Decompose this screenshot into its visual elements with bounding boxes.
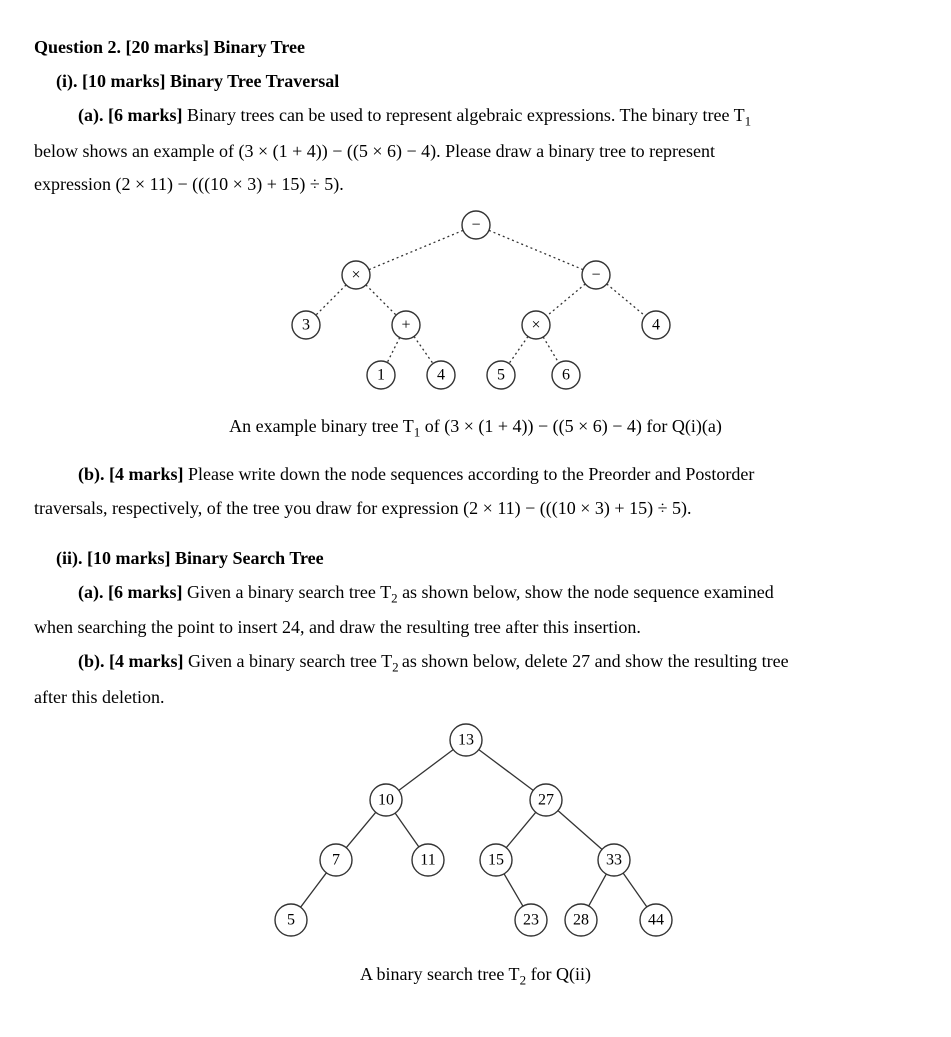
- i-a-lead: (a). [6 marks]: [78, 105, 187, 125]
- tree1-caption-b: of (3 × (1 + 4)) − ((5 × 6) − 4) for Q(i…: [420, 416, 722, 436]
- svg-text:28: 28: [573, 911, 589, 928]
- svg-text:13: 13: [458, 731, 474, 748]
- svg-text:6: 6: [562, 367, 570, 384]
- svg-text:27: 27: [538, 791, 554, 808]
- svg-text:5: 5: [287, 911, 295, 928]
- part-ii-title: (ii). [10 marks] Binary Search Tree: [34, 545, 917, 573]
- i-a-line1-sub: 1: [745, 113, 752, 128]
- i-b-line1-rest: Please write down the node sequences acc…: [188, 464, 754, 484]
- tree2-caption: A binary search tree T2 for Q(ii): [34, 961, 917, 991]
- i-b-line2: traversals, respectively, of the tree yo…: [34, 495, 917, 523]
- ii-a-line2: when searching the point to insert 24, a…: [34, 614, 917, 642]
- svg-text:10: 10: [378, 791, 394, 808]
- ii-a-lead: (a). [6 marks]: [78, 582, 187, 602]
- ii-b-lead: (b). [4 marks]: [78, 651, 188, 671]
- svg-text:11: 11: [420, 851, 435, 868]
- ii-a-line1-rest-b: as shown below, show the node sequence e…: [398, 582, 774, 602]
- svg-text:4: 4: [652, 317, 660, 334]
- svg-text:23: 23: [523, 911, 539, 928]
- svg-text:1: 1: [377, 367, 385, 384]
- expression-tree-diagram: − × − 3 + × 4 1 4 5 6: [216, 205, 736, 405]
- svg-text:×: ×: [531, 317, 540, 334]
- ii-b-line1-sub: 2: [392, 660, 402, 675]
- svg-text:−: −: [471, 217, 480, 234]
- svg-text:3: 3: [302, 317, 310, 334]
- svg-text:7: 7: [332, 851, 340, 868]
- i-b-line1: (b). [4 marks] Please write down the nod…: [34, 461, 917, 489]
- bst-diagram: 13 10 27 7 11 15 33 5 23 28 44: [236, 718, 716, 953]
- tree2-caption-a: A binary search tree T: [360, 964, 520, 984]
- svg-text:+: +: [401, 317, 410, 334]
- svg-text:4: 4: [437, 367, 445, 384]
- i-a-line1: (a). [6 marks] Binary trees can be used …: [34, 102, 917, 132]
- ii-a-line1: (a). [6 marks] Given a binary search tre…: [34, 579, 917, 609]
- ii-b-line2: after this deletion.: [34, 684, 917, 712]
- ii-b-line1: (b). [4 marks] Given a binary search tre…: [34, 648, 917, 678]
- svg-text:−: −: [591, 267, 600, 284]
- svg-text:33: 33: [606, 851, 622, 868]
- ii-a-line1-rest-a: Given a binary search tree T: [187, 582, 391, 602]
- question-title: Question 2. [20 marks] Binary Tree: [34, 34, 917, 62]
- svg-text:15: 15: [488, 851, 504, 868]
- tree2-caption-b: for Q(ii): [526, 964, 591, 984]
- i-a-line2: below shows an example of (3 × (1 + 4)) …: [34, 138, 917, 166]
- i-a-line1-rest: Binary trees can be used to represent al…: [187, 105, 745, 125]
- tree1-caption: An example binary tree T1 of (3 × (1 + 4…: [34, 413, 917, 443]
- part-i-title: (i). [10 marks] Binary Tree Traversal: [34, 68, 917, 96]
- ii-b-line1-rest-a: Given a binary search tree T: [188, 651, 392, 671]
- tree1-caption-a: An example binary tree T: [229, 416, 414, 436]
- i-a-line3: expression (2 × 11) − (((10 × 3) + 15) ÷…: [34, 171, 917, 199]
- svg-text:5: 5: [497, 367, 505, 384]
- i-b-lead: (b). [4 marks]: [78, 464, 188, 484]
- svg-text:44: 44: [648, 911, 664, 928]
- svg-text:×: ×: [351, 267, 360, 284]
- ii-b-line1-rest-b: as shown below, delete 27 and show the r…: [402, 651, 789, 671]
